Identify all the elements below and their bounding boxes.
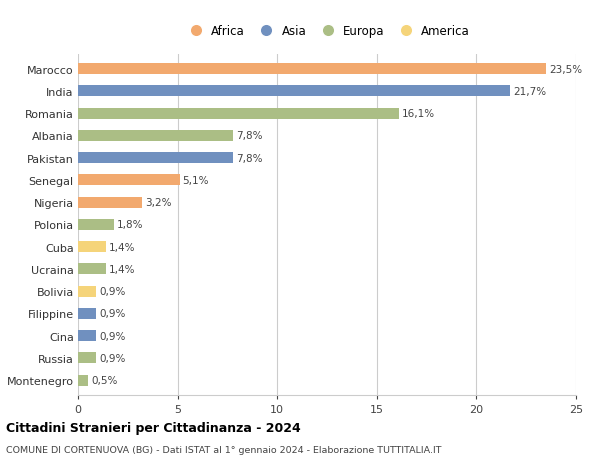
Text: 0,9%: 0,9% xyxy=(99,286,125,297)
Text: 7,8%: 7,8% xyxy=(236,131,263,141)
Text: 0,9%: 0,9% xyxy=(99,331,125,341)
Bar xyxy=(78,219,114,230)
Text: 0,9%: 0,9% xyxy=(99,309,125,319)
Text: 3,2%: 3,2% xyxy=(145,198,171,208)
Text: 5,1%: 5,1% xyxy=(182,175,209,185)
Legend: Africa, Asia, Europa, America: Africa, Asia, Europa, America xyxy=(179,20,475,43)
Bar xyxy=(78,241,106,252)
Bar xyxy=(78,108,399,119)
Bar xyxy=(78,286,96,297)
Bar xyxy=(78,153,233,164)
Bar xyxy=(78,264,106,275)
Bar xyxy=(78,353,96,364)
Text: 0,5%: 0,5% xyxy=(91,375,118,385)
Bar xyxy=(78,86,510,97)
Bar xyxy=(78,375,88,386)
Text: 1,4%: 1,4% xyxy=(109,264,136,274)
Text: 21,7%: 21,7% xyxy=(513,87,547,97)
Bar xyxy=(78,330,96,341)
Text: 16,1%: 16,1% xyxy=(402,109,435,119)
Text: 1,4%: 1,4% xyxy=(109,242,136,252)
Bar xyxy=(78,197,142,208)
Text: Cittadini Stranieri per Cittadinanza - 2024: Cittadini Stranieri per Cittadinanza - 2… xyxy=(6,421,301,434)
Text: 7,8%: 7,8% xyxy=(236,153,263,163)
Bar xyxy=(78,175,179,186)
Text: 0,9%: 0,9% xyxy=(99,353,125,363)
Bar xyxy=(78,308,96,319)
Text: COMUNE DI CORTENUOVA (BG) - Dati ISTAT al 1° gennaio 2024 - Elaborazione TUTTITA: COMUNE DI CORTENUOVA (BG) - Dati ISTAT a… xyxy=(6,445,442,454)
Text: 1,8%: 1,8% xyxy=(117,220,143,230)
Bar xyxy=(78,64,546,75)
Bar xyxy=(78,130,233,142)
Text: 23,5%: 23,5% xyxy=(549,65,582,74)
